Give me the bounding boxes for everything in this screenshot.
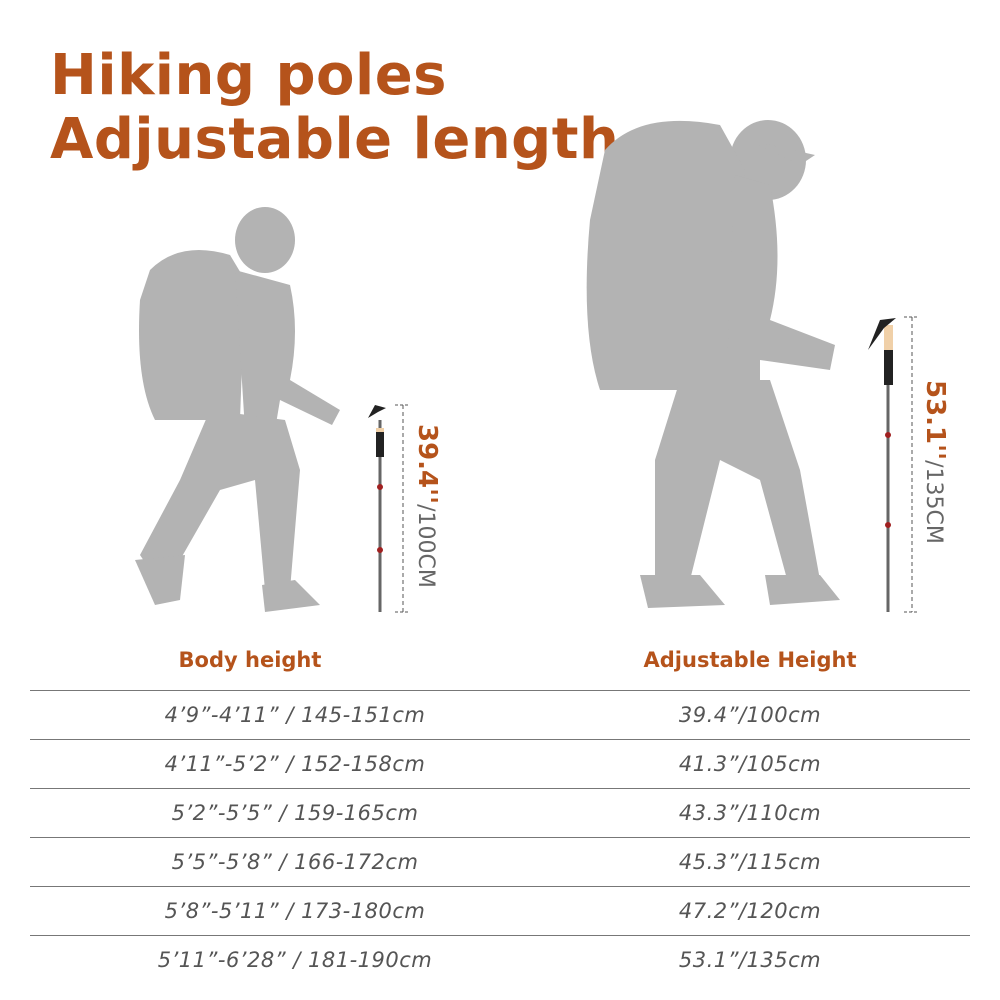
large-hiker-silhouette	[586, 120, 840, 608]
table-row: 5’8”-5’11” / 173-180cm 47.2”/120cm	[30, 886, 970, 936]
short-pole-length-label: 39.4''/100CM	[412, 424, 442, 588]
pole-length-cell: 39.4”/100cm	[678, 703, 822, 727]
header-body-height: Body height	[178, 648, 322, 672]
body-height-cell: 4’9”-4’11” / 145-151cm	[164, 703, 426, 727]
short-pole-metric: /100CM	[413, 504, 438, 588]
small-hiker-silhouette	[135, 207, 340, 612]
table-row: 5’5”-5’8” / 166-172cm 45.3”/115cm	[30, 837, 970, 887]
body-height-cell: 5’5”-5’8” / 166-172cm	[171, 850, 419, 874]
body-height-cell: 5’2”-5’5” / 159-165cm	[171, 801, 419, 825]
hiker-silhouettes	[135, 120, 919, 613]
body-height-cell: 5’8”-5’11” / 173-180cm	[164, 899, 426, 923]
pole-length-cell: 53.1”/135cm	[678, 948, 822, 972]
short-pole	[368, 404, 410, 613]
short-pole-imperial: 39.4''	[412, 424, 442, 505]
long-pole-metric: /135CM	[921, 460, 946, 544]
body-height-cell: 4’11”-5’2” / 152-158cm	[164, 752, 426, 776]
long-pole-length-label: 53.1''/135CM	[920, 380, 950, 544]
table-row: 4’9”-4’11” / 145-151cm 39.4”/100cm	[30, 690, 970, 740]
header-adjustable-height: Adjustable Height	[643, 648, 857, 672]
table-row: 5’2”-5’5” / 159-165cm 43.3”/110cm	[30, 788, 970, 838]
title-line-2: Adjustable length	[50, 107, 620, 172]
table-row: 4’11”-5’2” / 152-158cm 41.3”/105cm	[30, 739, 970, 789]
long-pole	[868, 316, 919, 613]
pole-length-cell: 41.3”/105cm	[678, 752, 822, 776]
pole-length-cell: 47.2”/120cm	[678, 899, 822, 923]
long-pole-imperial: 53.1''	[920, 380, 950, 461]
title-line-1: Hiking poles	[50, 43, 448, 108]
table-row: 5’11”-6’28” / 181-190cm 53.1”/135cm	[30, 935, 970, 985]
body-height-cell: 5’11”-6’28” / 181-190cm	[157, 948, 433, 972]
pole-length-cell: 43.3”/110cm	[678, 801, 822, 825]
pole-length-cell: 45.3”/115cm	[678, 850, 822, 874]
